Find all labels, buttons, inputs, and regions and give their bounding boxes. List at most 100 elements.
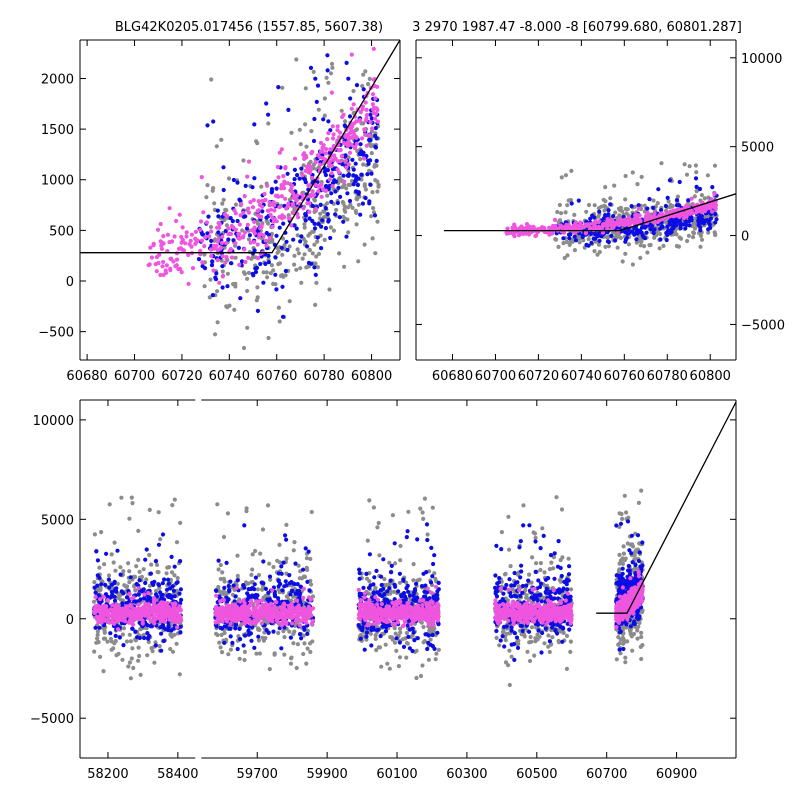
data-point xyxy=(212,201,217,206)
data-point xyxy=(617,216,622,221)
data-point xyxy=(354,83,360,88)
data-point xyxy=(281,629,286,634)
data-point xyxy=(215,208,220,213)
data-point xyxy=(236,231,241,237)
data-point xyxy=(173,264,178,269)
data-point xyxy=(373,126,378,131)
data-point xyxy=(172,497,177,502)
data-point xyxy=(534,561,539,566)
data-point xyxy=(616,635,621,640)
data-point xyxy=(638,243,643,248)
data-point xyxy=(198,219,204,224)
data-point xyxy=(509,642,514,647)
data-point xyxy=(271,281,276,286)
data-point xyxy=(277,542,282,548)
data-point xyxy=(306,264,311,269)
data-point xyxy=(292,156,298,161)
data-point xyxy=(261,270,266,275)
data-point xyxy=(168,256,173,261)
data-point xyxy=(323,188,329,193)
data-point xyxy=(570,225,575,230)
data-point xyxy=(649,223,655,228)
data-point xyxy=(246,237,251,242)
data-point xyxy=(167,206,172,211)
data-point xyxy=(616,642,621,647)
data-point xyxy=(348,96,353,101)
data-point xyxy=(706,227,711,232)
data-point xyxy=(252,219,257,224)
data-point xyxy=(340,114,345,120)
data-point xyxy=(354,222,359,227)
data-point xyxy=(630,170,635,175)
data-point xyxy=(693,176,699,181)
data-point xyxy=(163,627,168,632)
data-point xyxy=(354,127,359,132)
data-point xyxy=(311,138,317,144)
data-point xyxy=(692,194,698,199)
data-point xyxy=(269,187,275,192)
data-point xyxy=(418,506,423,511)
data-point xyxy=(420,663,425,668)
data-point xyxy=(166,577,171,582)
data-point xyxy=(246,632,252,637)
data-point xyxy=(216,237,221,242)
data-point xyxy=(351,173,356,178)
data-point xyxy=(276,85,281,90)
data-point xyxy=(639,488,644,493)
x-tick-label: 60740 xyxy=(209,369,250,384)
data-point xyxy=(559,175,564,180)
data-point xyxy=(699,193,705,198)
data-point xyxy=(120,632,125,637)
data-point xyxy=(657,246,662,251)
data-point xyxy=(341,140,346,145)
model-line xyxy=(80,40,400,254)
data-point xyxy=(222,630,227,636)
data-point xyxy=(204,195,209,200)
data-point xyxy=(658,231,663,237)
data-point xyxy=(428,637,433,642)
data-point xyxy=(566,198,571,203)
data-point xyxy=(249,580,254,585)
data-point xyxy=(131,665,136,671)
data-point xyxy=(540,226,545,231)
data-point xyxy=(271,564,276,570)
data-point xyxy=(648,242,653,248)
data-point xyxy=(557,202,563,208)
data-point xyxy=(567,242,572,247)
data-point xyxy=(314,99,319,104)
data-point xyxy=(568,639,574,644)
data-point xyxy=(114,653,119,658)
data-point xyxy=(326,119,331,124)
data-point xyxy=(320,218,325,223)
data-point xyxy=(586,202,592,208)
data-point xyxy=(363,100,368,105)
x-tick-label: 60700 xyxy=(475,369,516,384)
data-point xyxy=(630,229,635,234)
data-point xyxy=(237,262,242,267)
data-point xyxy=(389,635,395,640)
data-point xyxy=(665,224,670,229)
data-point xyxy=(307,209,312,214)
data-point xyxy=(367,76,372,81)
data-point xyxy=(228,579,233,584)
data-point xyxy=(368,112,373,117)
data-point xyxy=(507,577,512,582)
data-point xyxy=(406,509,411,514)
x-tick-label: 60740 xyxy=(561,369,602,384)
data-point xyxy=(180,237,185,243)
data-point xyxy=(296,251,301,256)
data-point xyxy=(288,661,294,666)
data-point xyxy=(266,112,271,117)
data-point xyxy=(172,564,177,569)
data-point xyxy=(220,264,225,269)
data-point xyxy=(263,261,268,266)
data-point xyxy=(556,640,562,645)
data-point xyxy=(272,208,277,213)
data-point xyxy=(309,582,314,587)
data-point xyxy=(507,547,512,552)
data-point xyxy=(527,629,532,634)
data-point xyxy=(218,562,223,568)
data-point xyxy=(321,117,326,122)
data-point xyxy=(250,585,255,591)
data-point xyxy=(666,228,671,233)
